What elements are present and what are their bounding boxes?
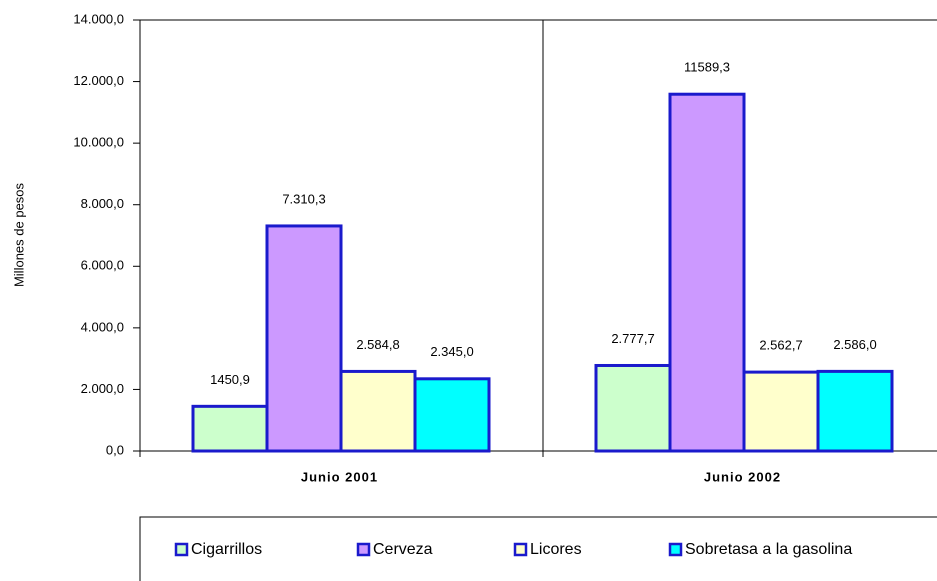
- legend-label: Licores: [530, 541, 582, 558]
- bar: [265, 224, 343, 453]
- data-label: 2.777,7: [611, 331, 654, 346]
- legend-box: [139, 516, 937, 581]
- data-label: 1450,9: [210, 372, 250, 387]
- legend-swatch: [513, 542, 528, 557]
- legend-label: Cigarrillos: [191, 541, 262, 558]
- data-label: 2.562,7: [759, 338, 802, 353]
- data-label: 7.310,3: [282, 191, 325, 206]
- data-label: 2.345,0: [430, 344, 473, 359]
- data-label: 2.584,8: [356, 337, 399, 352]
- bar: [191, 404, 269, 453]
- y-tick-label: 14.000,0: [73, 11, 124, 26]
- x-tick-label: Junio 2002: [704, 469, 781, 484]
- x-tick-label: Junio 2001: [301, 469, 378, 484]
- legend-swatch: [668, 542, 683, 557]
- bar: [339, 369, 417, 453]
- data-label: 2.586,0: [833, 337, 876, 352]
- y-tick-label: 6.000,0: [81, 258, 124, 273]
- legend-swatch: [356, 542, 371, 557]
- y-tick-label: 2.000,0: [81, 381, 124, 396]
- y-tick-label: 8.000,0: [81, 196, 124, 211]
- y-tick-label: 10.000,0: [73, 135, 124, 150]
- y-tick-label: 0,0: [106, 442, 124, 457]
- bar: [668, 92, 746, 453]
- legend-label: Cerveza: [373, 541, 433, 558]
- y-axis-label: Millones de pesos: [11, 182, 26, 287]
- bar: [594, 363, 672, 453]
- bar: [742, 370, 820, 453]
- y-tick-label: 4.000,0: [81, 319, 124, 334]
- data-label: 11589,3: [684, 60, 730, 75]
- bar: [816, 369, 894, 453]
- bar: [413, 377, 491, 453]
- y-tick-label: 12.000,0: [73, 73, 124, 88]
- legend-swatch: [174, 542, 189, 557]
- legend-label: Sobretasa a la gasolina: [685, 541, 852, 558]
